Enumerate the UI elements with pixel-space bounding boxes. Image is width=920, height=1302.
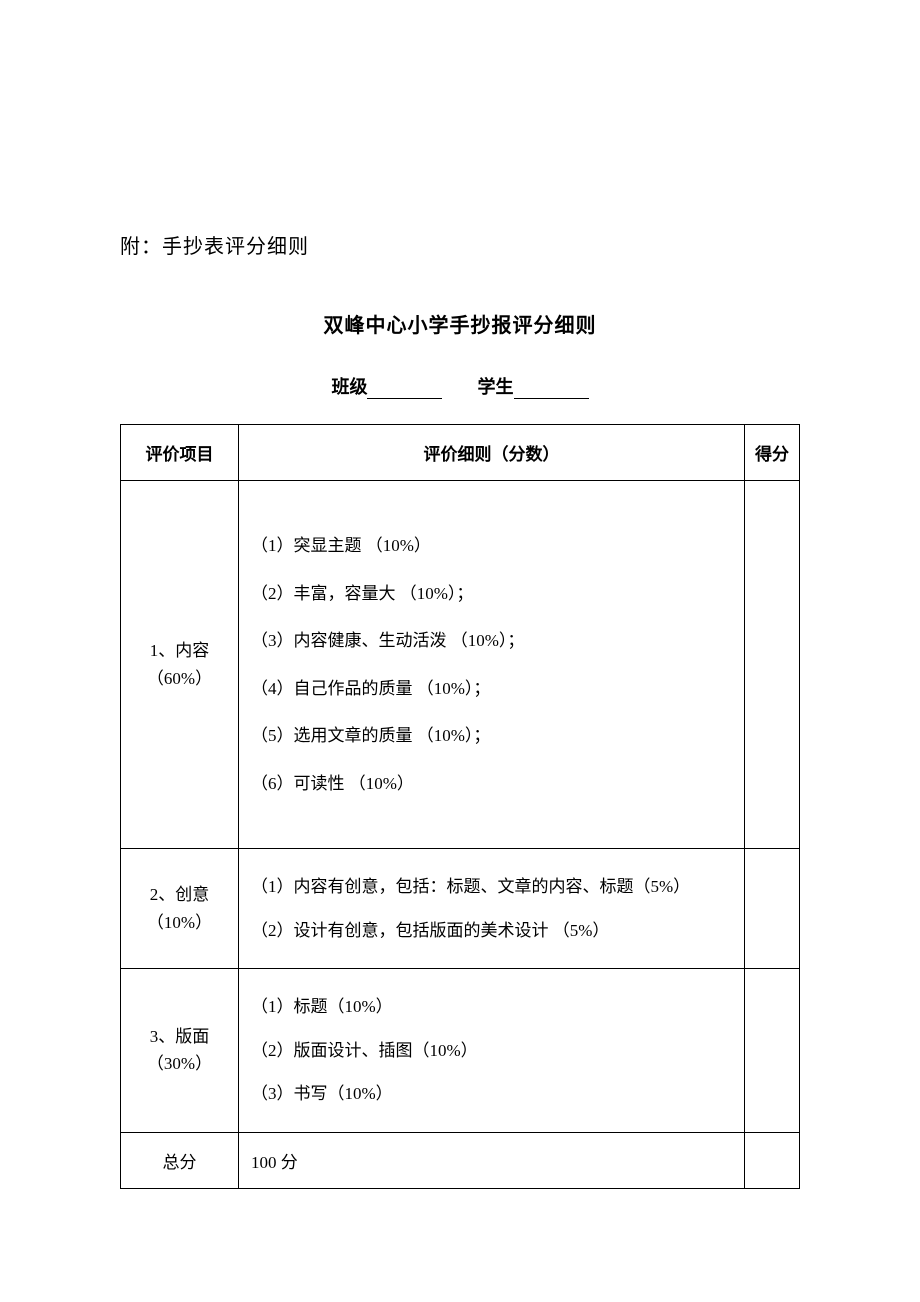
criteria-item: （2）丰富，容量大 （10%）； — [251, 581, 732, 607]
row1-score — [745, 481, 800, 849]
header-score: 得分 — [745, 425, 800, 481]
table-row: 1、内容（60%） （1）突显主题 （10%） （2）丰富，容量大 （10%）；… — [121, 481, 800, 849]
criteria-item: （6）可读性 （10%） — [251, 771, 732, 797]
table-row: 3、版面（30%） （1）标题（10%） （2）版面设计、插图（10%） （3）… — [121, 969, 800, 1133]
header-item: 评价项目 — [121, 425, 239, 481]
rubric-table: 评价项目 评价细则（分数） 得分 1、内容（60%） （1）突显主题 （10%）… — [120, 424, 800, 1189]
row1-criteria: （1）突显主题 （10%） （2）丰富，容量大 （10%）； （3）内容健康、生… — [239, 481, 745, 849]
row2-score — [745, 849, 800, 969]
total-label: 总分 — [121, 1132, 239, 1188]
intro-text: 附：手抄表评分细则 — [120, 230, 800, 259]
row3-score — [745, 969, 800, 1133]
criteria-item: （5）选用文章的质量 （10%）； — [251, 723, 732, 749]
header-criteria: 评价细则（分数） — [239, 425, 745, 481]
student-blank — [514, 381, 589, 399]
criteria-item: （2）设计有创意，包括版面的美术设计 （5%） — [251, 918, 732, 944]
class-blank — [367, 381, 442, 399]
row2-criteria: （1）内容有创意，包括：标题、文章的内容、标题（5%） （2）设计有创意，包括版… — [239, 849, 745, 969]
criteria-item: （3）书写（10%） — [251, 1081, 732, 1107]
criteria-item: （1）内容有创意，包括：标题、文章的内容、标题（5%） — [251, 874, 732, 900]
criteria-item: （1）突显主题 （10%） — [251, 533, 732, 559]
total-row: 总分 100 分 — [121, 1132, 800, 1188]
row1-item: 1、内容（60%） — [121, 481, 239, 849]
class-label: 班级 — [331, 377, 367, 397]
total-value: 100 分 — [239, 1132, 745, 1188]
total-score — [745, 1132, 800, 1188]
criteria-item: （3）内容健康、生动活泼 （10%）； — [251, 628, 732, 654]
criteria-item: （2）版面设计、插图（10%） — [251, 1038, 732, 1064]
student-label: 学生 — [478, 377, 514, 397]
criteria-item: （1）标题（10%） — [251, 994, 732, 1020]
table-row: 2、创意（10%） （1）内容有创意，包括：标题、文章的内容、标题（5%） （2… — [121, 849, 800, 969]
table-header-row: 评价项目 评价细则（分数） 得分 — [121, 425, 800, 481]
document-title: 双峰中心小学手抄报评分细则 — [120, 309, 800, 338]
row3-item: 3、版面（30%） — [121, 969, 239, 1133]
criteria-item: （4）自己作品的质量 （10%）； — [251, 676, 732, 702]
form-line: 班级 学生 — [120, 373, 800, 399]
row3-criteria: （1）标题（10%） （2）版面设计、插图（10%） （3）书写（10%） — [239, 969, 745, 1133]
row2-item: 2、创意（10%） — [121, 849, 239, 969]
